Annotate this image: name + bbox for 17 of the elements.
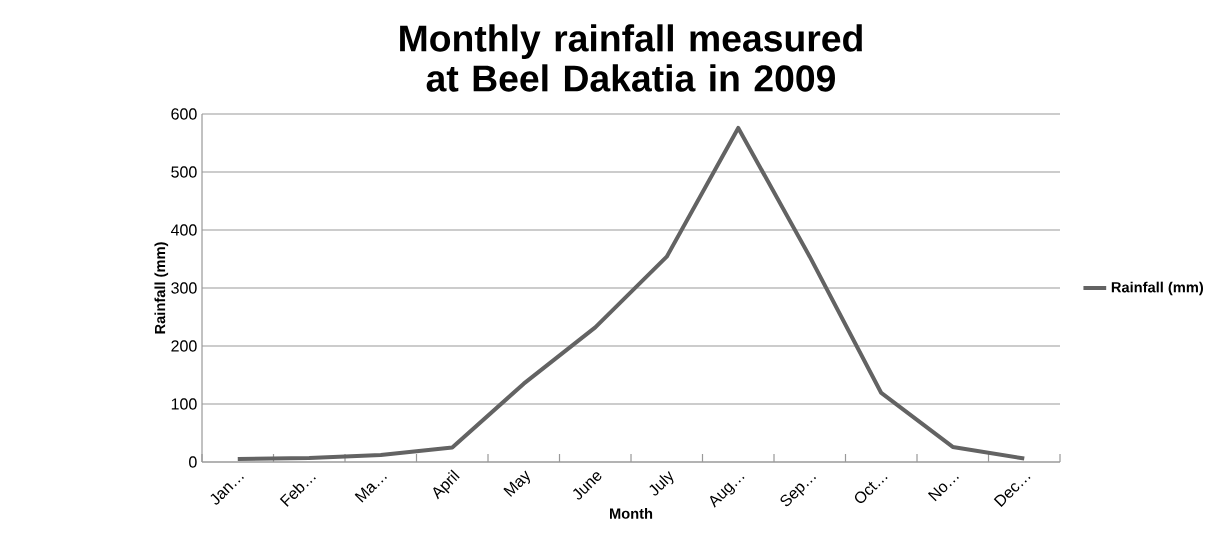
y-tick-label: 500 [171,166,197,178]
x-tick-label: May [503,470,531,497]
legend-label: Rainfall (mm) [1111,281,1204,296]
chart-title: Monthly rainfall measured at Beel Dakatia in 2009 [400,24,862,92]
x-tick-label: July [649,470,674,496]
y-tick-label: 0 [189,456,197,468]
y-tick-label: 100 [171,398,197,410]
x-tick-label: Oct… [854,476,888,503]
x-tick-label: No… [927,476,959,502]
y-axis-title: Rainfall (mm) [154,242,169,334]
x-tick-label: Ma… [354,476,387,503]
line-series [235,125,1027,462]
y-tick-label: 300 [171,282,197,294]
x-axis-title: Month [610,508,653,519]
y-tick-label: 400 [170,224,197,236]
y-tick-label: 200 [171,340,197,352]
y-tick-label: 600 [171,108,197,120]
